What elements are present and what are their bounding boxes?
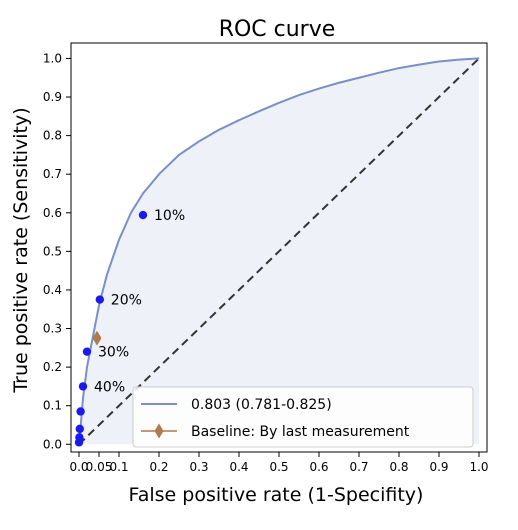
x-tick-label: 0.7	[349, 460, 368, 474]
y-tick-label: 0.8	[43, 129, 62, 143]
y-tick-label: 0.6	[43, 206, 62, 220]
x-axis-title: False positive rate (1-Specifity)	[129, 484, 424, 506]
y-tick-label: 0.5	[43, 244, 62, 258]
x-tick-label: 0.1	[109, 460, 128, 474]
y-tick-label: 0.3	[43, 322, 62, 336]
threshold-point	[82, 347, 92, 356]
legend-baseline-label: Baseline: By last measurement	[191, 424, 410, 440]
threshold-point-label: 30%	[98, 345, 129, 361]
threshold-point-label: 40%	[94, 379, 125, 395]
threshold-point-label: 20%	[111, 293, 142, 309]
x-tick-label: 0.2	[149, 460, 168, 474]
y-tick-label: 0.0	[43, 437, 62, 451]
x-tick-label: 0.8	[389, 460, 408, 474]
legend-roc-label: 0.803 (0.781-0.825)	[191, 397, 332, 413]
threshold-point	[74, 438, 84, 447]
y-tick-label: 0.7	[43, 167, 62, 181]
threshold-point-label: 10%	[154, 208, 185, 224]
x-tick-label: 0.3	[189, 460, 208, 474]
x-axis-ticks: 0.00.050.1 0.2 0.3 0.4 0.5 0.6 0.7 0.8 0.9 1.0	[69, 452, 489, 474]
y-tick-label: 0.1	[43, 399, 62, 413]
chart-title: ROC curve	[219, 17, 336, 42]
y-tick-label: 0.4	[43, 283, 62, 297]
baseline-marker	[92, 330, 102, 346]
x-tick-label: 0.9	[429, 460, 448, 474]
threshold-point	[76, 407, 85, 416]
y-axis-ticks: 0.0 0.1 0.2 0.3 0.4 0.5 0.6 0.7 0.8 0.9 1.0	[43, 51, 71, 451]
baseline-marker-group	[92, 330, 102, 346]
x-tick-label: 0.6	[309, 460, 328, 474]
x-tick-label: 1.0	[469, 460, 488, 474]
x-tick-label: 0.0	[69, 460, 88, 474]
y-axis-title: True positive rate (Sensitivity)	[10, 107, 32, 393]
threshold-point	[138, 210, 148, 220]
threshold-point	[78, 382, 88, 391]
threshold-points: 10% 20% 30% 40%	[74, 208, 185, 447]
chance-diagonal-line	[78, 57, 480, 446]
x-tick-label: 0.4	[229, 460, 248, 474]
legend-baseline-diamond	[154, 423, 164, 439]
threshold-point	[95, 295, 105, 304]
legend: 0.803 (0.781-0.825) Baseline: By last me…	[132, 386, 474, 448]
threshold-point	[75, 424, 85, 434]
y-tick-label: 0.2	[43, 360, 62, 374]
x-tick-label: 0.05	[86, 460, 113, 474]
y-tick-label: 0.9	[43, 90, 62, 104]
legend-box	[132, 386, 474, 448]
y-tick-label: 1.0	[43, 51, 62, 65]
plot-area: 10% 20% 30% 40%	[74, 57, 480, 447]
x-tick-label: 0.5	[269, 460, 288, 474]
